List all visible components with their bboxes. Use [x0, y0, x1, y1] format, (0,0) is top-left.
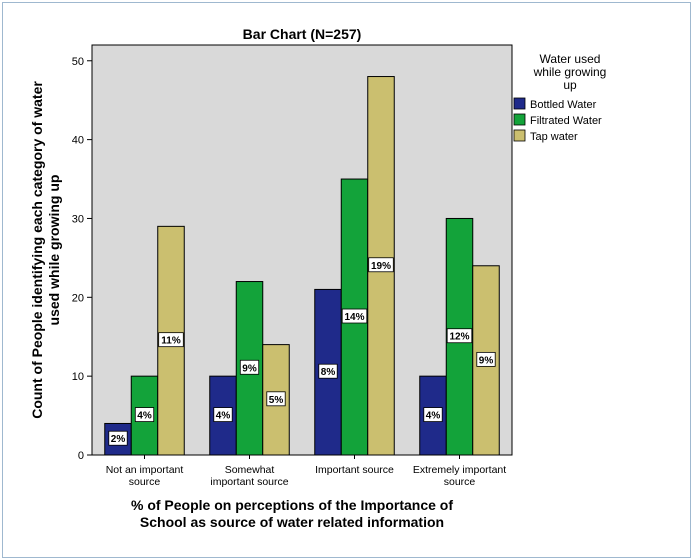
- y-axis-title: Count of People identifying each categor…: [29, 81, 45, 419]
- data-label: 11%: [161, 336, 181, 347]
- x-category-label: source: [129, 476, 161, 488]
- x-axis-title: School as source of water related inform…: [140, 514, 444, 530]
- x-category-label: Extremely important: [413, 464, 506, 476]
- legend-title: Water used: [540, 52, 601, 66]
- data-label-box: [108, 430, 128, 446]
- data-label: 14%: [344, 312, 364, 323]
- x-axis-title: % of People on perceptions of the Import…: [131, 497, 453, 513]
- legend-label: Filtrated Water: [530, 115, 602, 127]
- chart-title: Bar Chart (N=257): [243, 26, 362, 42]
- legend-title: up: [563, 78, 577, 92]
- x-category-label: source: [444, 476, 476, 488]
- legend-swatch: [513, 113, 526, 126]
- data-label: 4%: [426, 411, 441, 422]
- x-category-label: Important source: [315, 464, 394, 476]
- y-tick-label: 10: [72, 371, 84, 383]
- x-category-label: Somewhat: [225, 464, 275, 476]
- y-tick-label: 30: [72, 213, 84, 225]
- data-label-box: [213, 407, 233, 422]
- data-label-box: [368, 257, 394, 273]
- legend-title: while growing: [533, 65, 607, 79]
- y-tick-label: 40: [72, 135, 84, 147]
- data-label: 2%: [111, 434, 126, 445]
- data-label-box: [341, 308, 368, 324]
- data-label: 8%: [321, 367, 336, 378]
- legend-swatch: [513, 97, 526, 110]
- legend-swatch: [513, 129, 526, 142]
- y-tick-label: 0: [78, 450, 84, 462]
- data-label: 19%: [371, 261, 391, 272]
- data-label: 4%: [137, 411, 152, 422]
- legend-label: Tap water: [530, 131, 578, 143]
- y-tick-label: 20: [72, 292, 84, 304]
- data-label: 12%: [449, 332, 469, 343]
- data-label-box: [446, 328, 473, 344]
- legend-label: Bottled Water: [530, 99, 597, 111]
- data-label-box: [423, 407, 443, 422]
- data-label: 4%: [216, 411, 231, 422]
- y-tick-label: 50: [72, 56, 84, 68]
- data-label-box: [158, 332, 184, 348]
- data-label-box: [476, 351, 496, 367]
- data-label-box: [266, 391, 286, 407]
- data-label-box: [318, 363, 338, 379]
- data-label: 9%: [479, 355, 494, 366]
- data-label: 9%: [242, 363, 257, 374]
- data-label-box: [134, 407, 155, 422]
- data-label: 5%: [269, 395, 284, 406]
- x-category-label: Not an important: [106, 464, 184, 476]
- y-axis-title: used while growing up: [46, 175, 62, 326]
- bar-chart: Bar Chart (N=257) 0 10 20 30 40 50 2% 4% 11% Not a…: [29, 26, 607, 530]
- data-label-box: [239, 359, 260, 375]
- x-category-label: important source: [210, 476, 288, 488]
